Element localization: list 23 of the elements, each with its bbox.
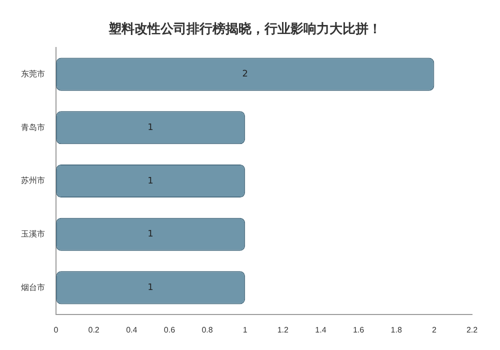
y-tick-label: 青岛市 [21, 122, 45, 132]
y-tick-label: 苏州市 [21, 176, 45, 186]
x-tick-label: 1.8 [390, 325, 402, 334]
x-tick-label: 0.6 [164, 325, 176, 334]
data-label: 1 [148, 176, 154, 186]
chart-title: 塑料改性公司排行榜揭晓，行业影响力大比拼！ [108, 21, 382, 38]
x-tick-label: 0.2 [88, 325, 100, 334]
x-tick-label: 1.6 [352, 325, 365, 334]
data-label: 1 [148, 283, 154, 294]
y-tick-label: 玉溪市 [21, 230, 45, 239]
x-tick-label: 2 [432, 325, 437, 334]
x-tick-label: 0.4 [126, 325, 138, 334]
data-label: 2 [242, 70, 248, 80]
x-tick-label: 1.4 [315, 325, 327, 334]
x-tick-label: 0.8 [202, 325, 214, 334]
x-tick-label: 1.2 [277, 325, 290, 334]
data-label: 1 [148, 122, 154, 133]
x-tick-label: 1 [242, 325, 248, 334]
x-tick-label: 0 [54, 325, 59, 334]
x-tick-label: 2.2 [466, 325, 478, 334]
y-tick-label: 东莞市 [21, 69, 45, 78]
y-tick-label: 烟台市 [21, 282, 45, 292]
data-label: 1 [148, 230, 154, 240]
